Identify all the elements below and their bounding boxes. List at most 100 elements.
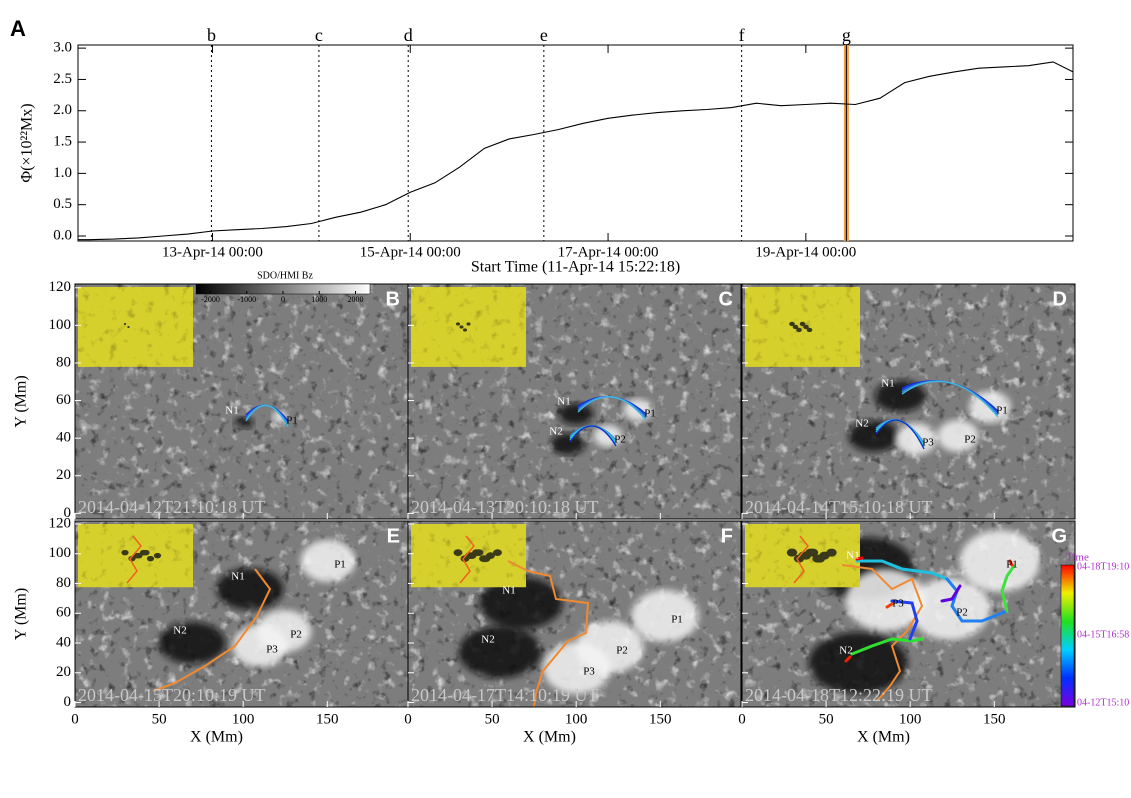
- magnetogram: N1 P1 N2 P2 P3 E 2014-04-15T20:10:19 UT: [75, 521, 408, 707]
- x-tick-label: 100: [232, 711, 255, 727]
- polarity-label: P3: [266, 644, 278, 656]
- inset-sunspot: [826, 548, 837, 557]
- field-line: [875, 419, 925, 450]
- inset-sunspot: [127, 325, 130, 328]
- positive-spot: [232, 625, 288, 667]
- x-tick-label: 150: [983, 711, 1006, 727]
- inset-sunspot: [806, 327, 813, 333]
- y-tick-label: 1.5: [53, 133, 72, 149]
- marker-label: b: [207, 25, 216, 45]
- y-tick-label: 40: [56, 634, 71, 650]
- inset-sunspot: [135, 552, 143, 559]
- inset-pil: [126, 535, 142, 584]
- footpoint-track: [850, 637, 924, 656]
- footpoint-track: [940, 584, 962, 603]
- panel-letter: D: [1053, 288, 1067, 310]
- polarity-label: P1: [671, 614, 683, 626]
- panel-frame: [407, 520, 742, 708]
- flux-line: [78, 61, 1074, 241]
- negative-spot: [808, 632, 908, 694]
- polarity-label: P1: [1006, 559, 1018, 571]
- polarity-label: N1: [881, 378, 894, 390]
- time-colorbar-tick-label: 04-18T19:10: [1077, 561, 1129, 572]
- inset-sunspot: [789, 321, 795, 327]
- positive-spot: [937, 420, 979, 452]
- colorbar-tick-label: 2000: [348, 295, 364, 304]
- x-tick-label: 19-Apr-14 00:00: [755, 244, 856, 260]
- x-tick-label: 0: [738, 711, 746, 727]
- x-tick-label: 17-Apr-14 00:00: [558, 244, 659, 260]
- magnetogram: N1 P1 N2 P2 P3 G 2014-04-18T12:22:19 UT: [742, 521, 1075, 707]
- y-tick-label: 3.0: [53, 40, 72, 56]
- colorbar-tick-label: -2000: [201, 295, 220, 304]
- y-tick-label: 20: [56, 467, 71, 483]
- negative-spot: [158, 622, 226, 664]
- timestamp: 2014-04-15T20:10:19 UT: [78, 685, 265, 705]
- panel-letter: G: [1051, 525, 1067, 547]
- inset-sunspot: [803, 324, 809, 330]
- footpoint-track: [945, 577, 1009, 623]
- inset-sunspot: [792, 324, 799, 330]
- colorbar-tick-label: -1000: [237, 295, 256, 304]
- inset-sunspot: [474, 549, 484, 557]
- inset-sunspot: [807, 548, 819, 557]
- negative-spot: [216, 568, 284, 610]
- polarity-label: N2: [173, 625, 186, 637]
- negative-spot: [848, 420, 900, 452]
- negative-spot: [558, 403, 594, 425]
- y-tick-label: 0.5: [53, 196, 72, 212]
- x-tick-label: 50: [485, 711, 500, 727]
- y-tick-label: 1.0: [53, 165, 72, 181]
- inset-sunspot: [121, 549, 129, 556]
- polarity-label: P2: [616, 645, 628, 657]
- polarity-label: P3: [892, 598, 904, 610]
- inset-sunspot: [466, 322, 471, 326]
- polarity-label: N1: [846, 550, 859, 562]
- inset-noise: [745, 287, 860, 367]
- polarity-label: P3: [922, 437, 934, 449]
- polarity-label: N1: [231, 571, 244, 583]
- x-tick-label: 100: [565, 711, 588, 727]
- field-line: [245, 404, 289, 428]
- inset-sunspot: [456, 322, 460, 326]
- polarity-label: N2: [855, 418, 868, 430]
- polarity-inversion-line: [152, 568, 272, 692]
- y-tick-label: 2.5: [53, 71, 72, 87]
- y-axis-label: Y (Mm): [13, 375, 30, 427]
- field-line: [577, 396, 647, 421]
- timestamp: 2014-04-18T12:22:19 UT: [745, 685, 932, 705]
- x-tick-label: 15-Apr-14 00:00: [360, 244, 461, 260]
- y-tick-label: 20: [56, 664, 71, 680]
- timestamp: 2014-04-17T14:10:19 UT: [411, 685, 598, 705]
- x-tick-label: 150: [316, 711, 339, 727]
- polarity-label: N1: [502, 585, 515, 597]
- inset-sunspot: [453, 549, 463, 557]
- inset-sunspot: [460, 555, 470, 563]
- y-tick-label: 60: [56, 392, 71, 408]
- y-axis-label: Φ(×10²²Mx): [19, 103, 36, 182]
- inset-sunspot: [146, 555, 155, 562]
- field-line: [569, 425, 617, 447]
- magnetogram: N1 P1 N2 P2 P3 F 2014-04-17T14:10:19 UT: [408, 521, 741, 707]
- inset-sunspot: [123, 322, 127, 325]
- inset-sunspot: [814, 554, 826, 563]
- colorbar-tick-label: 0: [281, 295, 285, 304]
- footpoint-track: [1008, 559, 1014, 567]
- x-tick-label: 50: [819, 711, 834, 727]
- footpoint-track: [844, 655, 852, 663]
- footpoint-track: [855, 559, 949, 581]
- y-tick-label: 120: [49, 515, 72, 531]
- field-line: [901, 380, 999, 418]
- panel-frame: [741, 520, 1076, 708]
- polarity-label: P1: [334, 559, 346, 571]
- inset-sunspot: [153, 552, 162, 559]
- inset-sunspot: [463, 328, 467, 332]
- inset-sunspot: [481, 555, 491, 563]
- positive-spot: [895, 423, 937, 455]
- inset-sunspot: [796, 327, 802, 333]
- polarity-label: P2: [290, 629, 302, 641]
- colorbar-label: SDO/HMI Bz: [257, 270, 313, 281]
- polarity-inversion-line: [841, 564, 924, 702]
- magnetogram: N1 P1 N2 P3 P2 D 2014-04-14T15:10:18 UT: [742, 284, 1075, 519]
- inset-noise: [411, 287, 526, 367]
